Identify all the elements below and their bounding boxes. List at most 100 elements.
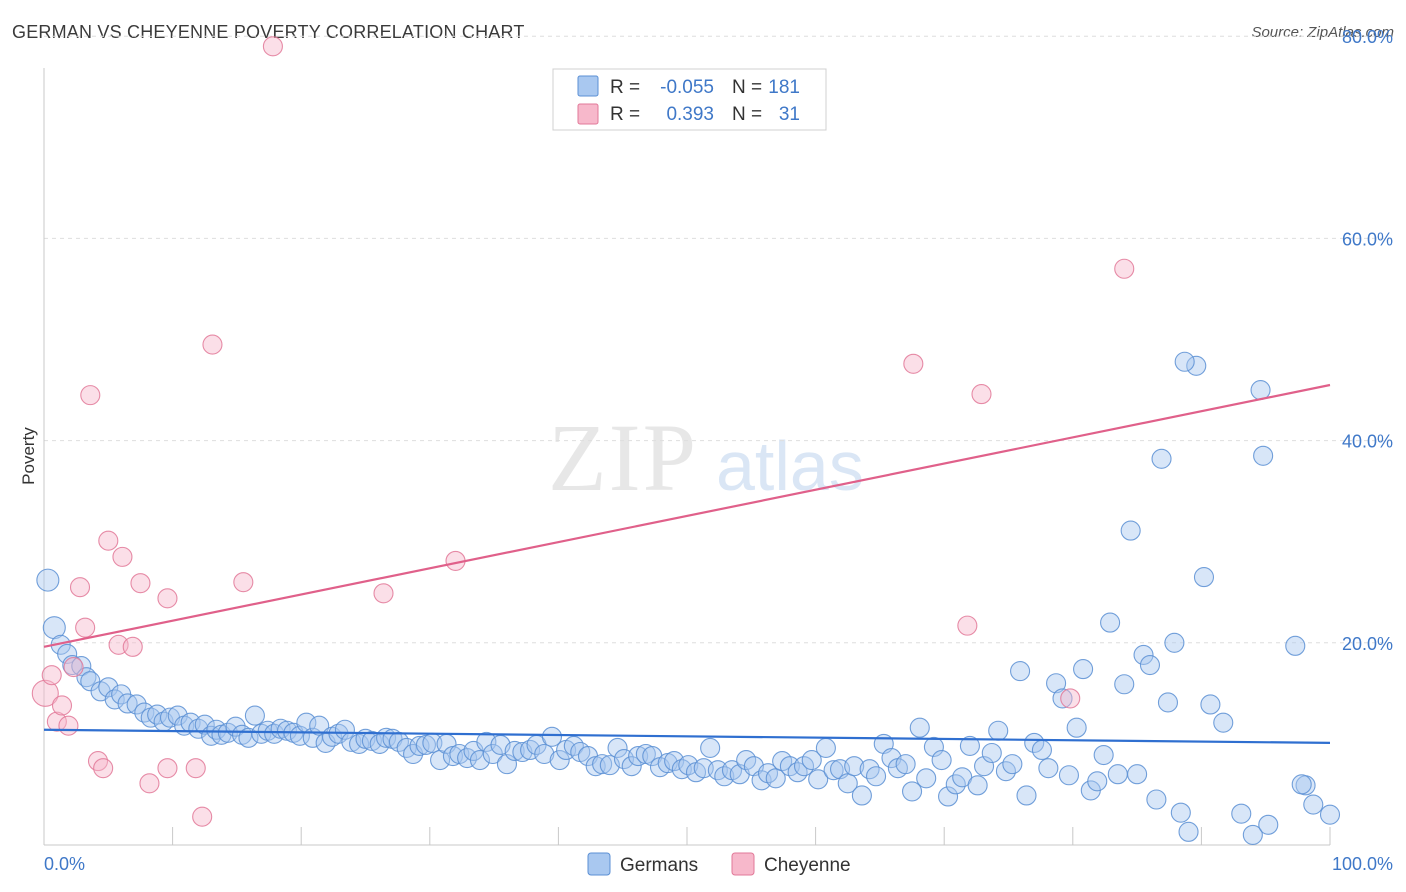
germans-point-145: [1046, 673, 1067, 694]
y-tick-labels: 20.0% 40.0% 60.0% 80.0%: [1342, 27, 1393, 654]
cheyenne-point-3: [51, 695, 73, 716]
germans-point-148: [1066, 717, 1087, 738]
cheyenne-point-23: [262, 36, 283, 57]
cheyenne-point-14: [122, 636, 143, 657]
germans-point-146: [1052, 688, 1073, 709]
germans-point-162: [1157, 692, 1179, 713]
germans-point-5: [71, 656, 92, 677]
legend-r-value-cheyenne: 0.393: [666, 104, 714, 125]
germans-point-111: [801, 750, 822, 771]
germans-point-45: [334, 719, 355, 740]
cheyenne-point-4: [58, 715, 79, 736]
germans-point-172: [1258, 814, 1279, 835]
germans-point-155: [1114, 674, 1135, 695]
germans-point-125: [901, 781, 923, 802]
watermark-zip: ZIP: [548, 404, 698, 511]
germans-point-177: [1291, 774, 1312, 795]
germans-point-154: [1107, 764, 1128, 785]
legend-n-value-germans: 181: [768, 77, 800, 98]
gridlines: [44, 35, 1393, 644]
germans-point-112: [808, 769, 829, 790]
germans-point-139: [1002, 754, 1023, 775]
germans-point-171: [1242, 824, 1263, 845]
watermark-atlas: atlas: [716, 427, 864, 505]
germans-point-31: [244, 705, 265, 726]
germans-point-169: [1213, 712, 1234, 733]
germans-point-175: [1253, 445, 1274, 466]
germans-point-165: [1178, 821, 1199, 842]
cheyenne-point-26: [903, 353, 924, 374]
germans-point-0: [36, 568, 60, 592]
germans-point-129: [931, 750, 952, 771]
germans-point-82: [592, 754, 613, 775]
germans-point-113: [815, 737, 836, 758]
germans-point-97: [700, 737, 721, 758]
legend-r-label-germans: R =: [610, 77, 640, 98]
germans-point-147: [1058, 765, 1079, 786]
germans-point-167: [1193, 567, 1215, 588]
cheyenne-point-2: [46, 711, 67, 732]
germans-point-143: [1031, 739, 1052, 761]
germans-point-141: [1016, 785, 1037, 806]
germans-point-126: [909, 717, 930, 738]
germans-point-118: [851, 785, 872, 806]
series-legend-label-cheyenne: Cheyenne: [764, 855, 851, 876]
germans-point-114: [823, 760, 844, 781]
legend-r-label-cheyenne: R =: [610, 104, 640, 125]
germans-point-180: [1174, 351, 1195, 372]
germans-point-160: [1146, 789, 1167, 810]
germans-point-54: [396, 737, 417, 758]
cheyenne-point-1: [41, 665, 62, 686]
germans-point-75: [541, 726, 563, 747]
cheyenne-point-8: [80, 385, 101, 406]
watermark: ZIP atlas: [548, 404, 864, 511]
germans-point-149: [1073, 659, 1094, 680]
germans-point-124: [895, 754, 916, 775]
germans-point-130: [938, 786, 959, 807]
series-legend-swatch-germans: [587, 852, 611, 876]
germans-point-98: [707, 760, 728, 781]
source-credit: Source: ZipAtlas.com: [1251, 24, 1394, 41]
cheyenne-point-24: [373, 583, 394, 604]
cheyenne-points: [31, 36, 1135, 827]
y-tick-label-20: 20.0%: [1342, 634, 1393, 654]
legend-n-value-cheyenne: 31: [779, 104, 800, 125]
germans-point-74: [534, 743, 555, 765]
legend-r-value-germans: -0.055: [660, 77, 714, 98]
germans-point-94: [678, 755, 699, 776]
germans-point-117: [844, 756, 865, 777]
cheyenne-point-17: [157, 588, 178, 609]
legend-n-label-cheyenne: N =: [732, 104, 762, 125]
y-tick-label-40: 40.0%: [1342, 432, 1393, 452]
germans-point-170: [1231, 803, 1252, 824]
germans-point-109: [787, 762, 808, 783]
germans-point-120: [865, 766, 887, 787]
cheyenne-trend-line: [43, 383, 1331, 648]
germans-point-163: [1164, 632, 1185, 653]
germans-point-84: [607, 737, 628, 758]
chart-title: GERMAN VS CHEYENNE POVERTY CORRELATION C…: [12, 22, 525, 42]
legend-swatch-cheyenne: [577, 103, 599, 125]
cheyenne-point-5: [63, 657, 84, 678]
germans-point-9: [98, 677, 119, 698]
cheyenne-point-19: [185, 758, 206, 779]
germans-point-134: [967, 775, 988, 796]
cheyenne-point-27: [957, 615, 978, 636]
germans-point-166: [1186, 355, 1207, 376]
germans-point-69: [496, 754, 518, 775]
germans-point-161: [1151, 448, 1172, 469]
y-axis-title: Poverty: [19, 427, 38, 485]
cheyenne-point-6: [69, 577, 91, 598]
germans-point-153: [1100, 612, 1121, 633]
germans-point-86: [621, 756, 642, 777]
cheyenne-point-18: [157, 758, 178, 779]
x-tick-label-min: 0.0%: [44, 854, 85, 874]
germans-trend-line: [43, 728, 1331, 744]
germans-point-179: [1319, 804, 1341, 825]
cheyenne-point-21: [202, 334, 223, 355]
germans-point-7: [80, 671, 101, 692]
germans-point-156: [1120, 520, 1141, 541]
germans-point-159: [1139, 654, 1161, 676]
germans-point-78: [563, 735, 584, 756]
germans-point-38: [289, 725, 310, 746]
